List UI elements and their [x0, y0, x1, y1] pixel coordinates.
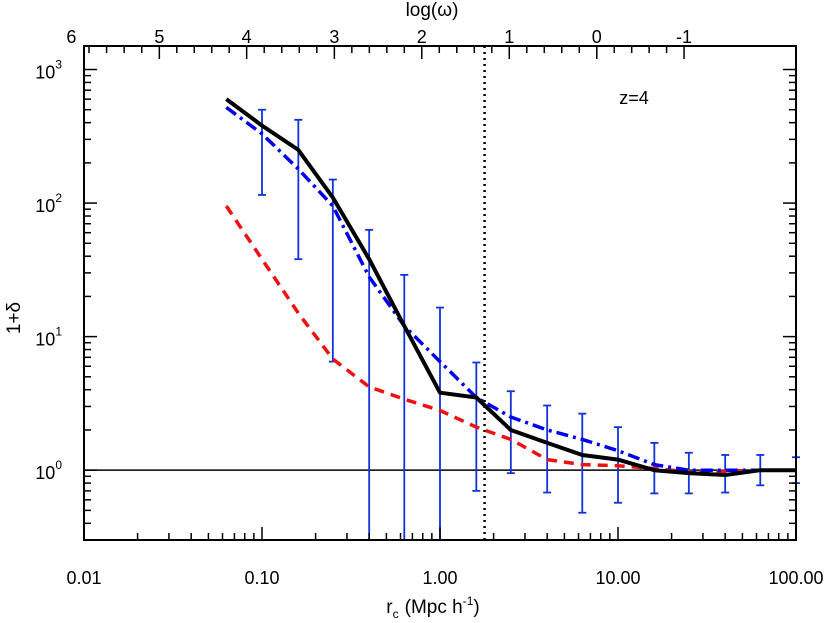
y-tick-label: 103 — [35, 58, 62, 83]
y-tick-base: 10 — [35, 330, 55, 350]
y-tick-base: 10 — [35, 463, 55, 483]
y-tick-base: 10 — [35, 63, 55, 83]
y-tick-exponent: 2 — [55, 191, 62, 205]
y-tick-base: 10 — [35, 196, 55, 216]
y-axis-title: 1+δ — [4, 302, 25, 334]
series-line-solid-thick — [225, 97, 796, 477]
top-tick-label: -1 — [676, 27, 692, 47]
x-tick-label: 100.00 — [768, 568, 823, 588]
top-tick-label: 4 — [242, 27, 252, 47]
x-tick-label: 0.10 — [244, 568, 279, 588]
x-tick-label: 10.00 — [595, 568, 640, 588]
top-tick-label: 5 — [154, 27, 164, 47]
chart-data-layer — [224, 97, 800, 541]
x-axis-title: rc (Mpc h-1) — [386, 594, 479, 621]
top-tick-label: 0 — [592, 27, 602, 47]
y-tick-label: 102 — [35, 191, 62, 216]
z-annotation: z=4 — [619, 88, 649, 108]
x-axis-title-unit: (Mpc h — [405, 597, 463, 618]
top-tick-label: 6 — [66, 27, 76, 47]
y-tick-label: 100 — [35, 458, 62, 483]
top-axis-title: log(ω) — [406, 0, 459, 21]
y-tick-exponent: 0 — [55, 458, 62, 472]
x-axis-title-main: r — [386, 597, 393, 618]
y-tick-label: 101 — [35, 325, 62, 350]
x-tick-label: 0.01 — [66, 568, 101, 588]
top-tick-label: 2 — [417, 27, 427, 47]
top-tick-label: 1 — [504, 27, 514, 47]
x-axis-title-subscript: c — [393, 607, 399, 621]
x-tick-label: 1.00 — [422, 568, 457, 588]
top-tick-label: 3 — [329, 27, 339, 47]
x-axis-title-close: ) — [473, 597, 479, 618]
y-tick-exponent: 1 — [55, 325, 62, 339]
y-tick-exponent: 3 — [55, 58, 62, 72]
series-line-dashdot — [225, 105, 796, 472]
x-axis-title-superscript: -1 — [463, 594, 474, 608]
